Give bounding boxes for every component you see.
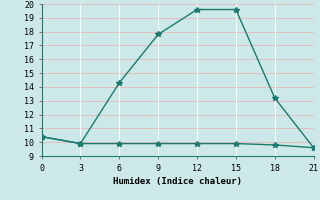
X-axis label: Humidex (Indice chaleur): Humidex (Indice chaleur): [113, 177, 242, 186]
